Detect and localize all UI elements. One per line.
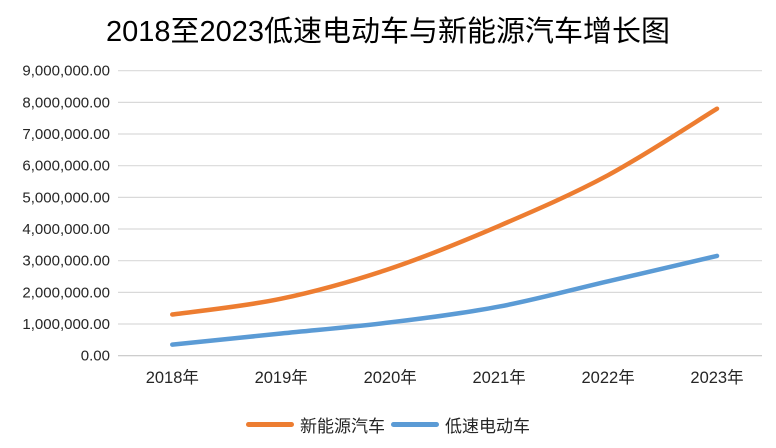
x-axis-tick-label: 2023年 [690,368,743,387]
chart-legend: 新能源汽车 低速电动车 [0,412,776,437]
series-line-low-speed-ev [170,253,720,347]
x-axis-tick-label: 2021年 [472,368,525,387]
y-axis-tick-label: 0.00 [81,348,110,365]
x-axis-tick-label: 2022年 [581,368,634,387]
y-axis-tick-label: 2,000,000.00 [22,284,110,301]
x-axis-tick-label: 2019年 [255,368,308,387]
legend-item-low-speed-ev: 低速电动车 [391,412,530,437]
chart-title: 2018至2023低速电动车与新能源汽车增长图 [105,16,671,48]
y-axis-tick-label: 3,000,000.00 [22,253,110,270]
low-speed-line-swatch-icon [391,422,439,427]
y-axis-tick-label: 9,000,000.00 [22,63,110,80]
legend-label-low-speed-ev: 低速电动车 [445,417,530,436]
y-axis-tick-label: 6,000,000.00 [22,158,110,175]
y-axis-tick-label: 8,000,000.00 [22,94,110,111]
legend-item-new-energy-vehicle: 新能源汽车 [246,412,385,437]
y-axis-tick-label: 5,000,000.00 [22,189,110,206]
y-axis-tick-label: 1,000,000.00 [22,316,110,333]
x-axis-tick-label: 2020年 [364,368,417,387]
series-line-new-energy-vehicle [170,106,720,317]
legend-label-new-energy-vehicle: 新能源汽车 [300,417,385,436]
x-axis-tick-label: 2018年 [146,368,199,387]
y-axis-tick-label: 7,000,000.00 [22,126,110,143]
new-energy-line-swatch-icon [246,422,294,427]
y-axis-tick-label: 4,000,000.00 [22,221,110,238]
